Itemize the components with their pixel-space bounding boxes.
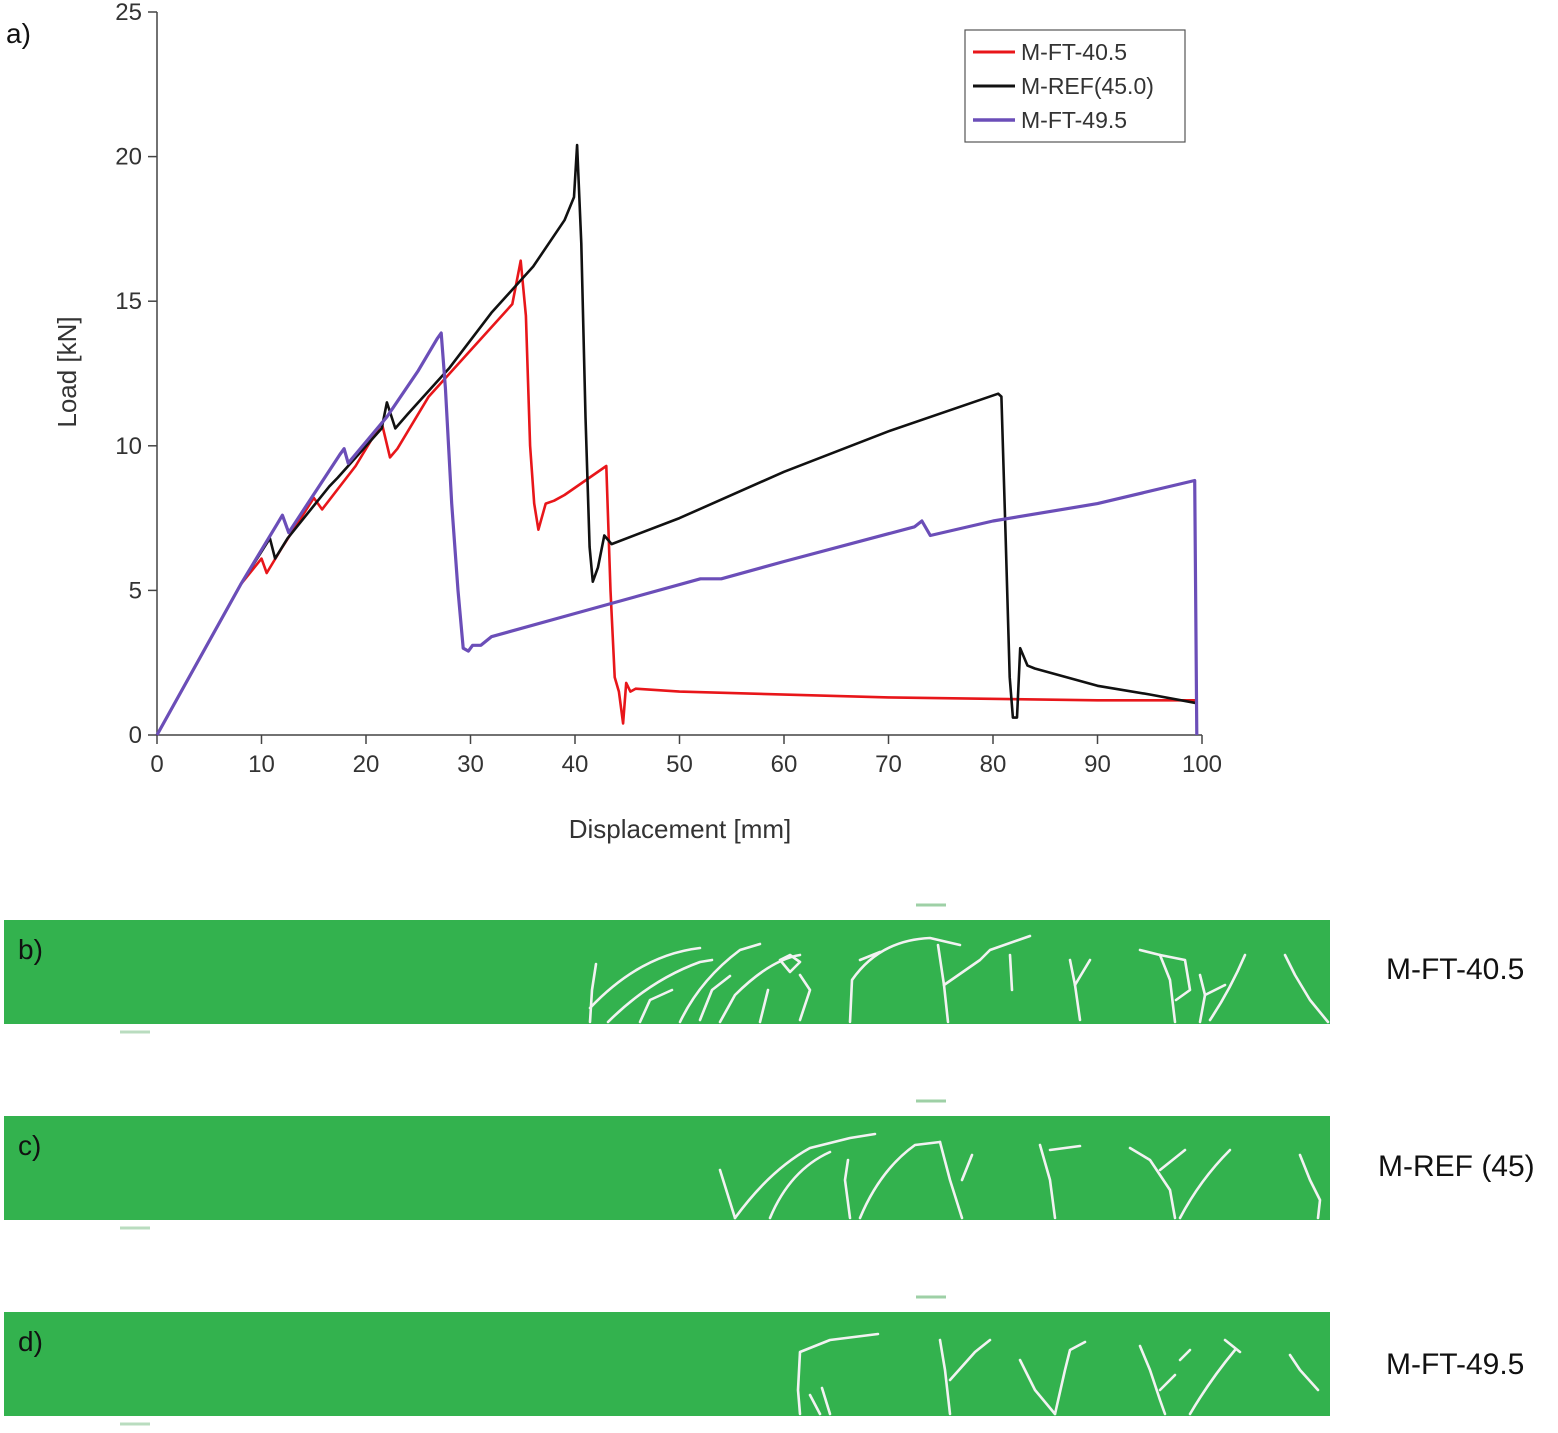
y-tick-label: 5 [129, 577, 142, 604]
x-tick-label: 60 [771, 751, 798, 778]
panel-label-c: c) [18, 1130, 42, 1161]
crack-pattern [718, 1132, 1322, 1220]
chart-legend: M-FT-40.5 M-REF(45.0) M-FT-49.5 [964, 29, 1186, 143]
panel-label-d: d) [18, 1326, 43, 1357]
chart-series [155, 143, 1199, 736]
panel-label-b: b) [18, 934, 43, 965]
crack-line [1038, 1143, 1057, 1220]
x-tick-label: 90 [1084, 751, 1111, 778]
crack-line [820, 1386, 832, 1416]
crack-line [1203, 983, 1227, 997]
x-tick-label: 30 [457, 751, 484, 778]
beam-body [4, 1116, 1330, 1220]
crack-line [733, 1132, 877, 1220]
crack-line [1138, 948, 1177, 1024]
x-tick-label: 10 [248, 751, 275, 778]
crack-line [1158, 1373, 1177, 1392]
crack-line [1298, 1153, 1322, 1220]
crack-line [678, 942, 762, 1024]
y-tick-label: 25 [115, 0, 142, 26]
beam-2 [4, 1099, 1330, 1230]
crack-line [848, 936, 962, 1024]
crack-line [606, 958, 714, 1024]
x-tick-label: 0 [150, 751, 163, 778]
crack-line [1138, 1344, 1167, 1416]
crack-line [1178, 1148, 1232, 1220]
crack-line [1128, 1146, 1177, 1220]
beam-label-ref-45: M-REF (45) [1378, 1150, 1535, 1183]
crack-pattern [588, 934, 1330, 1024]
crack-line [960, 1153, 974, 1182]
crack-pattern [796, 1332, 1320, 1416]
crack-line [938, 1140, 964, 1220]
beam-body [4, 1312, 1330, 1416]
crack-line [718, 1168, 737, 1220]
crack-line [798, 973, 812, 1022]
crack-line [1018, 1358, 1057, 1416]
x-axis-label: Displacement [mm] [569, 814, 792, 844]
crack-line [1283, 953, 1330, 1024]
crack-line [1158, 1148, 1187, 1172]
crack-line [1158, 953, 1192, 1002]
series-line-2 [155, 143, 1198, 736]
legend-entry: M-FT-40.5 [1021, 39, 1127, 65]
crack-line [758, 988, 770, 1024]
crack-line [1053, 1340, 1087, 1416]
crack-line [1288, 1353, 1320, 1392]
crack-line [843, 1158, 852, 1220]
y-axis-label: Load [kN] [52, 316, 82, 427]
crack-line [1073, 958, 1092, 987]
beam-3 [4, 1295, 1330, 1426]
x-tick-label: 100 [1182, 751, 1222, 778]
x-tick-label: 40 [562, 751, 589, 778]
series-line-3 [155, 331, 1199, 736]
beam-1 [4, 903, 1330, 1034]
x-tick-label: 50 [666, 751, 693, 778]
crack-line [588, 946, 702, 1010]
crack-line [796, 1332, 880, 1416]
crack-line [858, 1140, 942, 1220]
crack-line [778, 953, 802, 974]
legend-entry: M-FT-49.5 [1021, 107, 1127, 133]
crack-line [948, 1338, 992, 1382]
crack-line [698, 974, 732, 1022]
beam-label-ft-40-5: M-FT-40.5 [1386, 953, 1525, 986]
crack-line [638, 988, 674, 1024]
crack-line [588, 962, 598, 1024]
crack-line [1178, 1348, 1192, 1362]
crack-line [1008, 953, 1014, 992]
x-tick-label: 70 [875, 751, 902, 778]
load-displacement-chart: 0 10 20 30 40 50 60 70 80 90 100 0 5 10 15 20 25 M-FT-40… [52, 0, 1222, 844]
crack-line [768, 1150, 832, 1220]
legend-box [964, 29, 1186, 143]
y-tick-label: 15 [115, 288, 142, 315]
crack-line [1223, 1338, 1242, 1354]
legend-entry: M-REF(45.0) [1021, 73, 1154, 99]
crack-line [808, 1393, 822, 1416]
y-tick-label: 20 [115, 144, 142, 171]
x-tick-label: 20 [353, 751, 380, 778]
crack-line [942, 934, 1032, 987]
crack-patterns [4, 903, 1330, 1426]
y-tick-label: 0 [129, 722, 142, 749]
beam-body [4, 920, 1330, 1024]
crack-line [858, 950, 882, 962]
crack-line [1188, 1348, 1237, 1416]
series-line-1 [155, 259, 1197, 736]
crack-line [1048, 1144, 1082, 1152]
beam-label-ft-49-5: M-FT-49.5 [1386, 1348, 1525, 1381]
x-tick-label: 80 [980, 751, 1007, 778]
crack-line [938, 1338, 952, 1416]
crack-line [1208, 953, 1247, 1022]
panel-label-a: a) [6, 18, 31, 49]
y-tick-label: 10 [115, 433, 142, 460]
chart-axes: 0 10 20 30 40 50 60 70 80 90 100 0 5 10 15 20 25 [115, 0, 1222, 778]
